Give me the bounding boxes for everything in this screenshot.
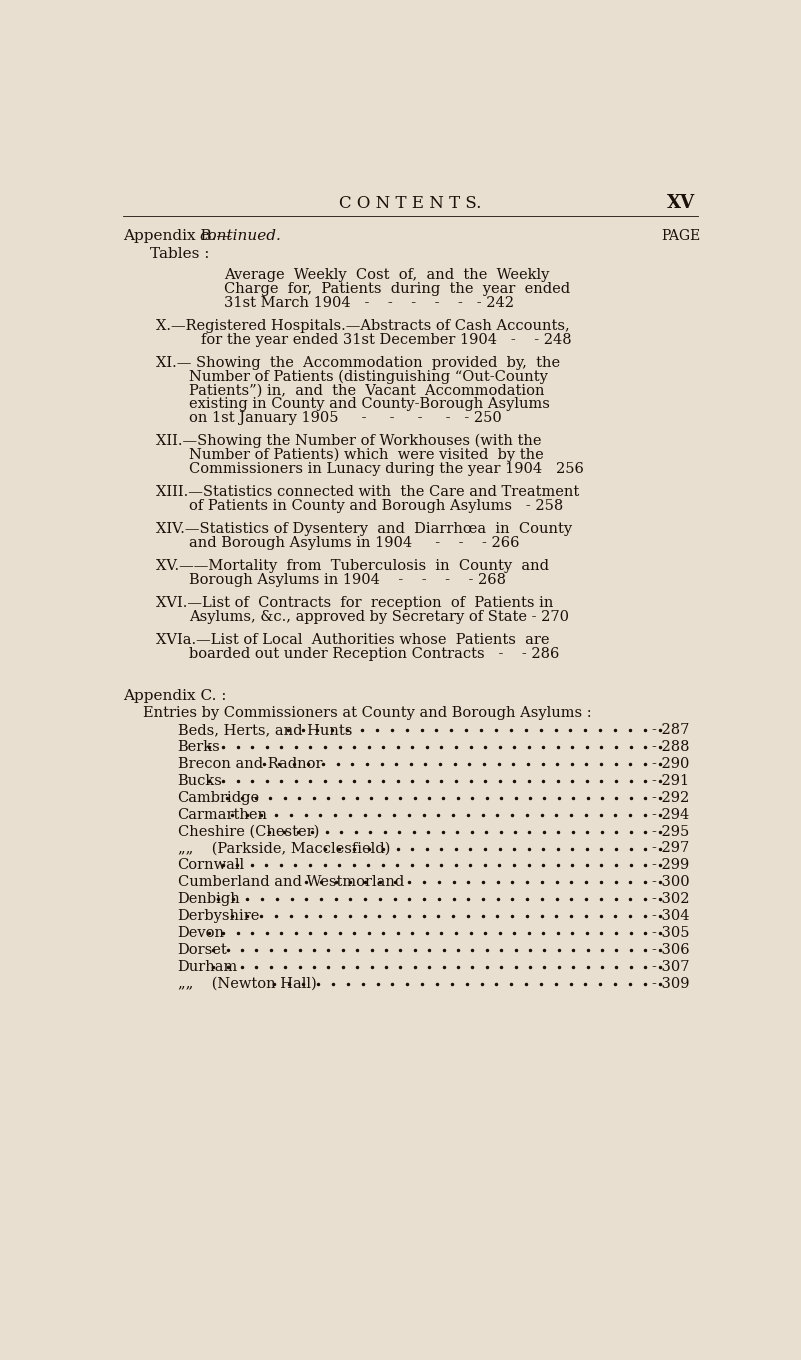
Text: Cumberland and Westmorland: Cumberland and Westmorland <box>178 876 404 889</box>
Text: Denbigh: Denbigh <box>178 892 240 906</box>
Text: - 307: - 307 <box>652 960 689 974</box>
Text: XVI.—List of  Contracts  for  reception  of  Patients in: XVI.—List of Contracts for reception of … <box>156 596 553 609</box>
Text: Tables :: Tables : <box>151 248 210 261</box>
Text: Charge  for,  Patients  during  the  year  ended: Charge for, Patients during the year end… <box>224 282 570 295</box>
Text: Commissioners in Lunacy during the year 1904   256: Commissioners in Lunacy during the year … <box>189 462 584 476</box>
Text: XV.——Mortality  from  Tuberculosis  in  County  and: XV.——Mortality from Tuberculosis in Coun… <box>156 559 549 573</box>
Text: Berks: Berks <box>178 740 220 753</box>
Text: - 302: - 302 <box>652 892 689 906</box>
Text: - 299: - 299 <box>652 858 689 873</box>
Text: - 295: - 295 <box>652 824 689 839</box>
Text: PAGE: PAGE <box>662 230 701 243</box>
Text: Entries by Commissioners at County and Borough Asylums :: Entries by Commissioners at County and B… <box>143 706 591 719</box>
Text: Cambridge: Cambridge <box>178 790 260 805</box>
Text: Dorset: Dorset <box>178 942 227 957</box>
Text: Derbyshire: Derbyshire <box>178 910 260 923</box>
Text: continued.: continued. <box>199 230 281 243</box>
Text: Borough Asylums in 1904    -    -    -    - 268: Borough Asylums in 1904 - - - - 268 <box>189 573 506 586</box>
Text: boarded out under Reception Contracts   -    - 286: boarded out under Reception Contracts - … <box>189 647 560 661</box>
Text: „„    (Newton Hall): „„ (Newton Hall) <box>178 976 316 991</box>
Text: - 309: - 309 <box>652 976 689 991</box>
Text: Appendix B.—: Appendix B.— <box>123 230 232 243</box>
Text: and Borough Asylums in 1904     -    -    - 266: and Borough Asylums in 1904 - - - 266 <box>189 536 520 549</box>
Text: XVIa.—List of Local  Authorities whose  Patients  are: XVIa.—List of Local Authorities whose Pa… <box>156 632 549 647</box>
Text: Carmarthen: Carmarthen <box>178 808 268 821</box>
Text: Asylums, &c., approved by Secretary of State - 270: Asylums, &c., approved by Secretary of S… <box>189 609 570 624</box>
Text: 31st March 1904   -    -    -    -    -   - 242: 31st March 1904 - - - - - - 242 <box>224 295 514 310</box>
Text: Number of Patients (distinguishing “Out-County: Number of Patients (distinguishing “Out-… <box>189 370 548 384</box>
Text: „„    (Parkside, Macclesfield): „„ (Parkside, Macclesfield) <box>178 842 390 855</box>
Text: - 297: - 297 <box>652 842 689 855</box>
Text: Number of Patients) which  were visited  by the: Number of Patients) which were visited b… <box>189 447 544 462</box>
Text: Cheshire (Chester): Cheshire (Chester) <box>178 824 319 839</box>
Text: XI.— Showing  the  Accommodation  provided  by,  the: XI.— Showing the Accommodation provided … <box>156 355 560 370</box>
Text: XII.—Showing the Number of Workhouses (with the: XII.—Showing the Number of Workhouses (w… <box>156 434 541 449</box>
Text: - 300: - 300 <box>651 876 689 889</box>
Text: XIV.—Statistics of Dysentery  and  Diarrhœa  in  County: XIV.—Statistics of Dysentery and Diarrhœ… <box>156 522 572 536</box>
Text: Durham: Durham <box>178 960 238 974</box>
Text: - 288: - 288 <box>652 740 689 753</box>
Text: of Patients in County and Borough Asylums   - 258: of Patients in County and Borough Asylum… <box>189 499 563 513</box>
Text: - 304: - 304 <box>652 910 689 923</box>
Text: on 1st January 1905     -     -     -     -   - 250: on 1st January 1905 - - - - - 250 <box>189 411 502 426</box>
Text: Devon: Devon <box>178 926 224 940</box>
Text: Cornwall: Cornwall <box>178 858 245 873</box>
Text: Bucks: Bucks <box>178 774 223 787</box>
Text: - 290: - 290 <box>652 756 689 771</box>
Text: X.—Registered Hospitals.—Abstracts of Cash Accounts,: X.—Registered Hospitals.—Abstracts of Ca… <box>156 318 570 333</box>
Text: - 305: - 305 <box>652 926 689 940</box>
Text: - 291: - 291 <box>652 774 689 787</box>
Text: XIII.—Statistics connected with  the Care and Treatment: XIII.—Statistics connected with the Care… <box>156 486 579 499</box>
Text: existing in County and County-Borough Asylums: existing in County and County-Borough As… <box>189 397 550 411</box>
Text: C O N T E N T S.: C O N T E N T S. <box>339 194 481 212</box>
Text: for the year ended 31st December 1904   -    - 248: for the year ended 31st December 1904 - … <box>201 333 571 347</box>
Text: Beds, Herts, and Hunts: Beds, Herts, and Hunts <box>178 724 352 737</box>
Text: Patients”) in,  and  the  Vacant  Accommodation: Patients”) in, and the Vacant Accommodat… <box>189 384 545 397</box>
Text: - 306: - 306 <box>651 942 689 957</box>
Text: - 294: - 294 <box>652 808 689 821</box>
Text: Brecon and Radnor: Brecon and Radnor <box>178 756 322 771</box>
Text: Average  Weekly  Cost  of,  and  the  Weekly: Average Weekly Cost of, and the Weekly <box>224 268 549 282</box>
Text: XV: XV <box>667 194 695 212</box>
Text: - 287: - 287 <box>652 724 689 737</box>
Text: Appendix C. :: Appendix C. : <box>123 690 227 703</box>
Text: - 292: - 292 <box>652 790 689 805</box>
